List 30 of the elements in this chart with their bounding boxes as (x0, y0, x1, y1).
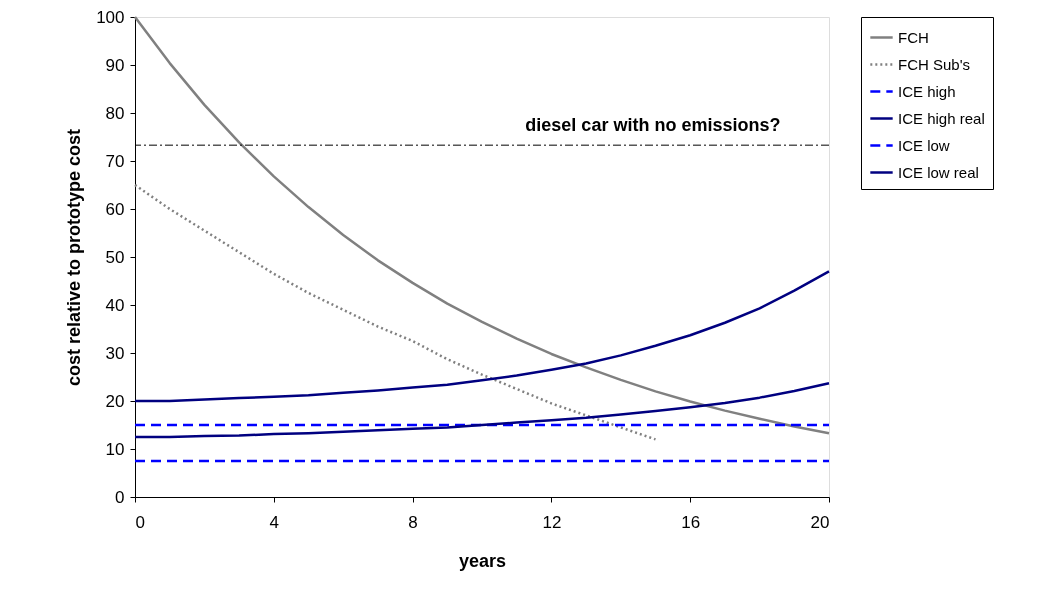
y-tick-label: 90 (105, 55, 125, 75)
y-tick-label: 30 (105, 343, 125, 363)
x-tick-label: 12 (542, 512, 562, 532)
x-tick-label: 0 (135, 512, 145, 532)
y-tick-label: 40 (105, 295, 125, 315)
y-tick-label: 50 (105, 247, 125, 267)
y-tick-label: 10 (105, 439, 125, 459)
y-tick-label: 70 (105, 151, 125, 171)
legend-label: FCH (898, 28, 929, 46)
line-series (133, 381, 831, 439)
y-tick-label: 60 (105, 199, 125, 219)
x-tick-label: 4 (269, 512, 280, 532)
legend-label: ICE low (898, 136, 950, 154)
x-tick-label: 16 (681, 512, 701, 532)
y-tick-label: 100 (96, 7, 125, 27)
x-tick-label: 20 (810, 512, 830, 532)
y-axis-title: cost relative to prototype cost (64, 128, 85, 387)
y-tick-label: 0 (115, 487, 125, 507)
legend-label: FCH Sub's (898, 55, 971, 73)
line-series (133, 183, 657, 441)
x-axis-title: years (458, 550, 507, 571)
legend-label: ICE high real (898, 109, 985, 127)
line-series (133, 270, 831, 403)
x-tick-label: 8 (408, 512, 418, 532)
y-tick-label: 80 (105, 103, 125, 123)
y-tick-label: 20 (105, 391, 125, 411)
legend-label: ICE high (898, 82, 956, 100)
legend-label: ICE low real (898, 163, 979, 181)
line-series (133, 15, 831, 435)
ref-line-label: diesel car with no emissions? (525, 115, 781, 136)
